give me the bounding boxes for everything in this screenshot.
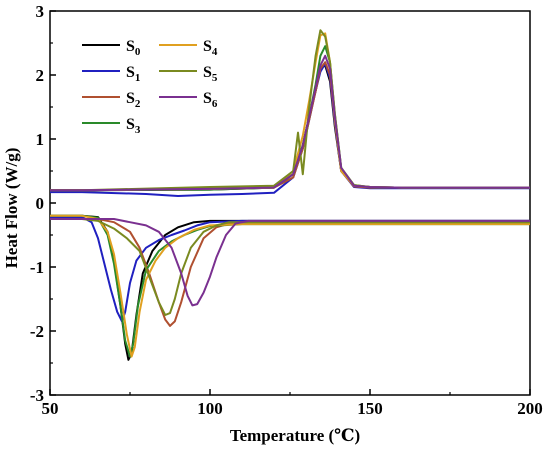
y-tick-label: -2	[30, 322, 44, 341]
y-tick-label: -3	[30, 386, 44, 405]
y-tick-label: 3	[36, 2, 45, 21]
x-tick-label: 50	[42, 399, 59, 418]
s3-heating-curve	[50, 45, 530, 192]
legend-label-subscript: 4	[212, 46, 218, 58]
series-s3	[50, 45, 530, 358]
legend-label-s6: S6	[203, 90, 218, 110]
legend-label-base: S	[203, 38, 212, 55]
legend-label-s5: S5	[203, 64, 218, 84]
legend-label-base: S	[126, 64, 135, 81]
legend-label-base: S	[203, 90, 212, 107]
s5-cooling-curve	[50, 218, 530, 316]
x-axis-title: Temperature (℃)	[230, 426, 360, 445]
legend-label-subscript: 1	[135, 72, 141, 84]
legend-label-base: S	[203, 64, 212, 81]
series-s1	[50, 62, 530, 323]
legend-label-subscript: 2	[135, 98, 141, 110]
y-tick-label: 0	[36, 194, 45, 213]
x-tick-label: 200	[517, 399, 543, 418]
series-s6	[50, 54, 530, 307]
legend-label-s2: S2	[126, 90, 141, 110]
y-tick-label: 1	[36, 130, 45, 149]
s5-heating-curve	[50, 29, 530, 192]
x-tick-label: 150	[357, 399, 383, 418]
legend-label-s4: S4	[203, 38, 218, 58]
plot-frame	[49, 10, 531, 396]
s4-heating-curve	[50, 32, 530, 192]
series-s4	[50, 32, 530, 358]
y-tick-label: 2	[36, 66, 45, 85]
legend-label-s1: S1	[126, 64, 140, 84]
y-axis-title: Heat Flow (W/g)	[2, 148, 21, 269]
y-tick-label: -1	[30, 258, 44, 277]
x-tick-label: 100	[197, 399, 223, 418]
s2-heating-curve	[50, 61, 530, 192]
s4-cooling-curve	[50, 214, 530, 358]
legend-label-subscript: 0	[135, 46, 141, 58]
s0-cooling-curve	[50, 214, 530, 361]
s0-heating-curve	[50, 64, 530, 192]
s6-cooling-curve	[50, 218, 530, 307]
legend-label-s0: S0	[126, 38, 141, 58]
series-s5	[50, 29, 530, 316]
legend-label-subscript: 5	[212, 72, 218, 84]
legend-label-base: S	[126, 38, 135, 55]
legend-label-subscript: 6	[212, 98, 218, 110]
legend-label-base: S	[126, 90, 135, 107]
s3-cooling-curve	[50, 214, 530, 358]
s1-cooling-curve	[50, 216, 530, 323]
legend-label-s3: S3	[126, 116, 141, 136]
legend-label-base: S	[126, 116, 135, 133]
s6-heating-curve	[50, 54, 530, 192]
legend-label-subscript: 3	[135, 124, 141, 136]
